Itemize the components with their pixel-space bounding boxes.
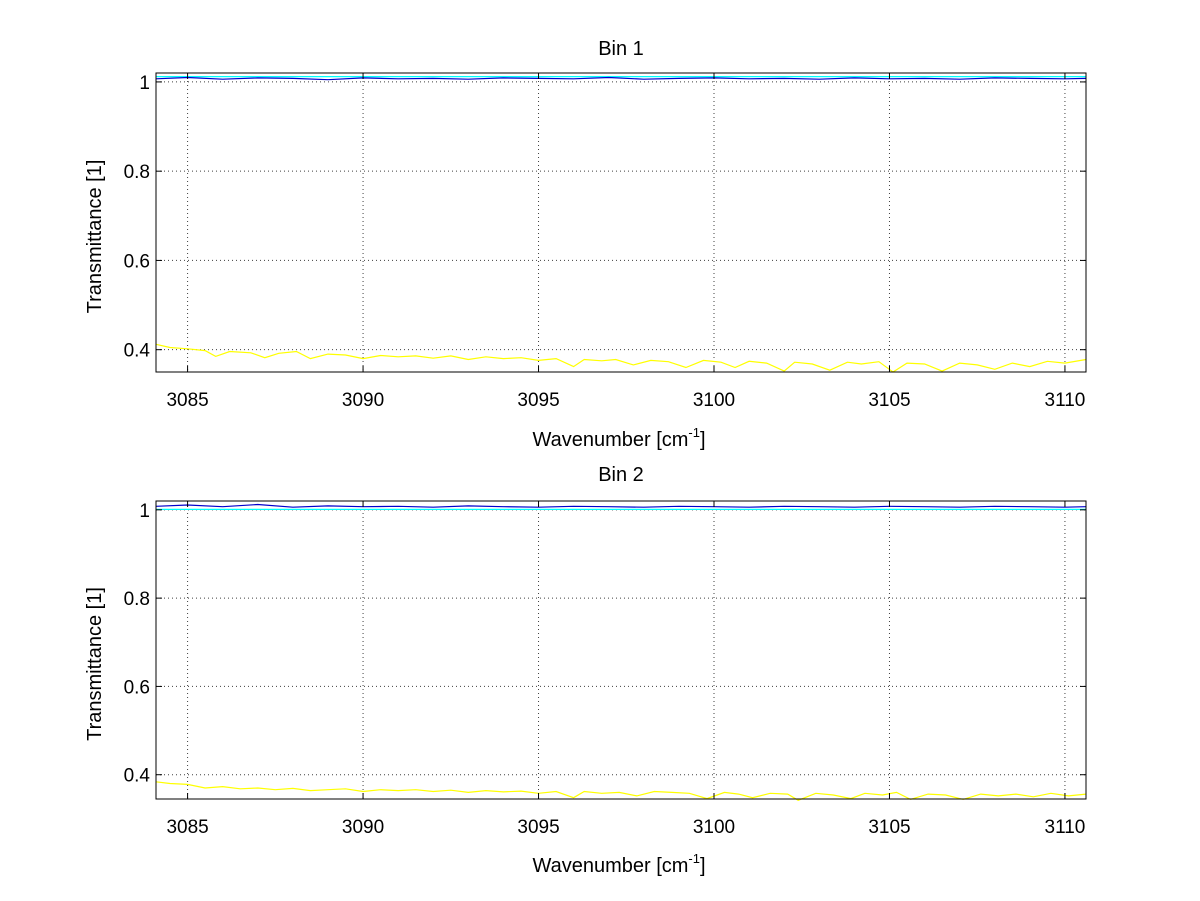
- x-tick-label: 3100: [693, 817, 735, 838]
- series-line-2: [155, 503, 1087, 508]
- subplot-bin-1: 3085 3090 3095 3100 3105 3110 0.4 0.6 0.8 1 Bin 1 W…: [84, 38, 1087, 451]
- series-line-3: [155, 781, 1087, 801]
- series-line-2: [155, 76, 1087, 81]
- x-axis-label-tail: ]: [700, 429, 706, 451]
- x-axis-label-text: Wavenumber [cm: [532, 855, 688, 877]
- x-axis-label-tail: ]: [700, 855, 706, 877]
- x-tick-label: 3095: [517, 817, 559, 838]
- y-axis-label: Transmittance [1]: [84, 160, 106, 314]
- x-tick-label: 3090: [342, 817, 384, 838]
- x-tick-label: 3100: [693, 390, 735, 411]
- y-tick-label: 0.6: [124, 677, 150, 698]
- y-tick-label: 1: [139, 501, 150, 522]
- x-tick-label: 3105: [868, 390, 910, 411]
- chart-title: Bin 2: [598, 464, 644, 486]
- y-tick-label: 0.8: [124, 589, 150, 610]
- x-tick-label: 3110: [1045, 390, 1086, 411]
- axes-frame: [155, 500, 1087, 800]
- y-tick-label: 0.4: [124, 766, 151, 787]
- y-tick-label: 0.4: [124, 341, 151, 362]
- x-tick-label: 3085: [166, 817, 208, 838]
- y-tick-label: 1: [139, 73, 150, 94]
- x-tick-label: 3110: [1045, 817, 1086, 838]
- y-axis-label: Transmittance [1]: [84, 587, 106, 741]
- x-axis-label-text: Wavenumber [cm: [532, 429, 688, 451]
- x-axis-label: Wavenumber [cm-1]: [532, 851, 705, 877]
- axes-frame: [155, 72, 1087, 373]
- x-axis-label-superscript: -1: [688, 425, 700, 440]
- x-axis-label: Wavenumber [cm-1]: [532, 425, 705, 451]
- subplot-bin-2: 3085 3090 3095 3100 3105 3110 0.4 0.6 0.8 1 Bin 2 W…: [84, 464, 1087, 877]
- y-tick-label: 0.8: [124, 162, 150, 183]
- x-tick-label: 3090: [342, 390, 384, 411]
- x-axis-label-superscript: -1: [688, 851, 700, 866]
- x-tick-label: 3105: [868, 817, 910, 838]
- series-line-3: [155, 343, 1087, 373]
- chart-title: Bin 1: [598, 38, 644, 60]
- x-tick-label: 3085: [166, 390, 208, 411]
- x-tick-label: 3095: [517, 390, 559, 411]
- y-tick-label: 0.6: [124, 251, 150, 272]
